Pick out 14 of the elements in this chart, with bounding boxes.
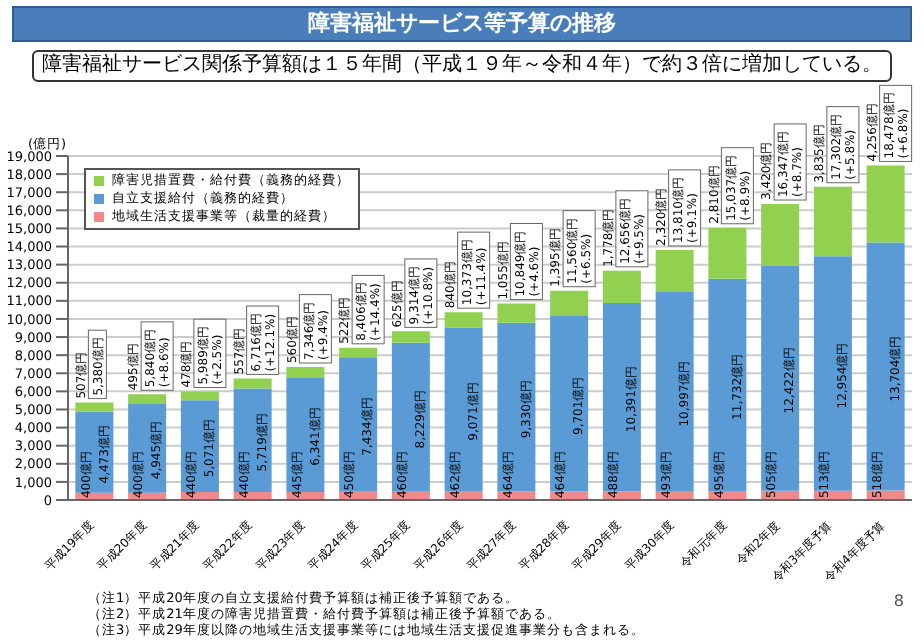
bar (286, 367, 325, 378)
bar (339, 347, 378, 358)
chart-subtitle: 障害福祉サービス関係予算額は１５年間（平成１９年～令和４年）で約３倍に増加している。 (32, 50, 892, 82)
bar (497, 303, 536, 323)
text: 8 (893, 592, 904, 610)
bar (761, 204, 800, 266)
bar (233, 378, 272, 389)
bar (866, 165, 905, 243)
bar (128, 394, 167, 404)
bar (391, 331, 430, 343)
bar (444, 312, 483, 328)
bar (180, 391, 219, 401)
chart-title: 障害福祉サービス等予算の推移 (12, 6, 912, 42)
bar (75, 402, 114, 412)
